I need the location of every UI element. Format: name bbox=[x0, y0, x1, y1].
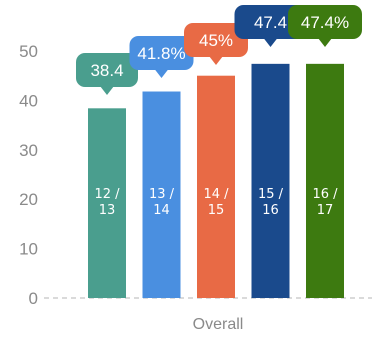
y-tick-label: 0 bbox=[29, 289, 38, 308]
bar-period-label: 17 bbox=[317, 203, 334, 218]
value-label: 47.4% bbox=[301, 13, 349, 32]
value-callout: 47.4% bbox=[288, 5, 362, 47]
bar bbox=[306, 63, 344, 299]
value-label: 47.4 bbox=[254, 13, 287, 32]
value-label: 38.4 bbox=[90, 61, 123, 80]
bar-period-label: 15 bbox=[208, 203, 225, 218]
bar-period-label: 13 bbox=[99, 203, 116, 218]
value-callout: 45% bbox=[184, 23, 248, 65]
bar bbox=[197, 75, 235, 298]
value-callout: 38.4 bbox=[76, 53, 138, 95]
bar bbox=[251, 63, 290, 299]
callout-pointer bbox=[154, 69, 169, 78]
bar bbox=[88, 108, 126, 298]
callout-bubble bbox=[129, 36, 194, 70]
callout-bubble bbox=[184, 23, 248, 57]
callout-pointer bbox=[318, 38, 332, 47]
y-tick-label: 20 bbox=[19, 190, 38, 209]
bar-period-label: 14 / bbox=[203, 187, 229, 202]
callout-bubble bbox=[288, 5, 362, 39]
y-tick-label: 50 bbox=[19, 42, 38, 61]
bar-period-label: 16 / bbox=[312, 187, 338, 202]
bar-period-label: 16 bbox=[262, 203, 279, 218]
y-tick-label: 30 bbox=[19, 141, 38, 160]
y-tick-label: 10 bbox=[19, 240, 38, 259]
callout-pointer bbox=[209, 56, 223, 65]
value-callouts: 38.4 41.8% 45% 47.4 47.4% bbox=[76, 5, 362, 95]
callout-pointer bbox=[263, 38, 278, 47]
x-category-label: Overall bbox=[193, 316, 244, 333]
callout-pointer bbox=[100, 86, 114, 95]
bar-period-label: 14 bbox=[153, 203, 170, 218]
value-label: 45% bbox=[199, 31, 233, 50]
value-label: 41.8% bbox=[137, 44, 185, 63]
value-callout: 41.8% bbox=[129, 36, 194, 78]
bar-period-label: 12 / bbox=[94, 187, 120, 202]
bar-period-label: 13 / bbox=[149, 187, 175, 202]
y-tick-label: 40 bbox=[19, 91, 38, 110]
callout-bubble bbox=[76, 53, 138, 87]
bar-period-label: 15 / bbox=[258, 187, 284, 202]
bars: 12 /13 13 /14 14 /15 15 /16 16 /17 bbox=[88, 63, 344, 299]
bar bbox=[142, 91, 181, 299]
